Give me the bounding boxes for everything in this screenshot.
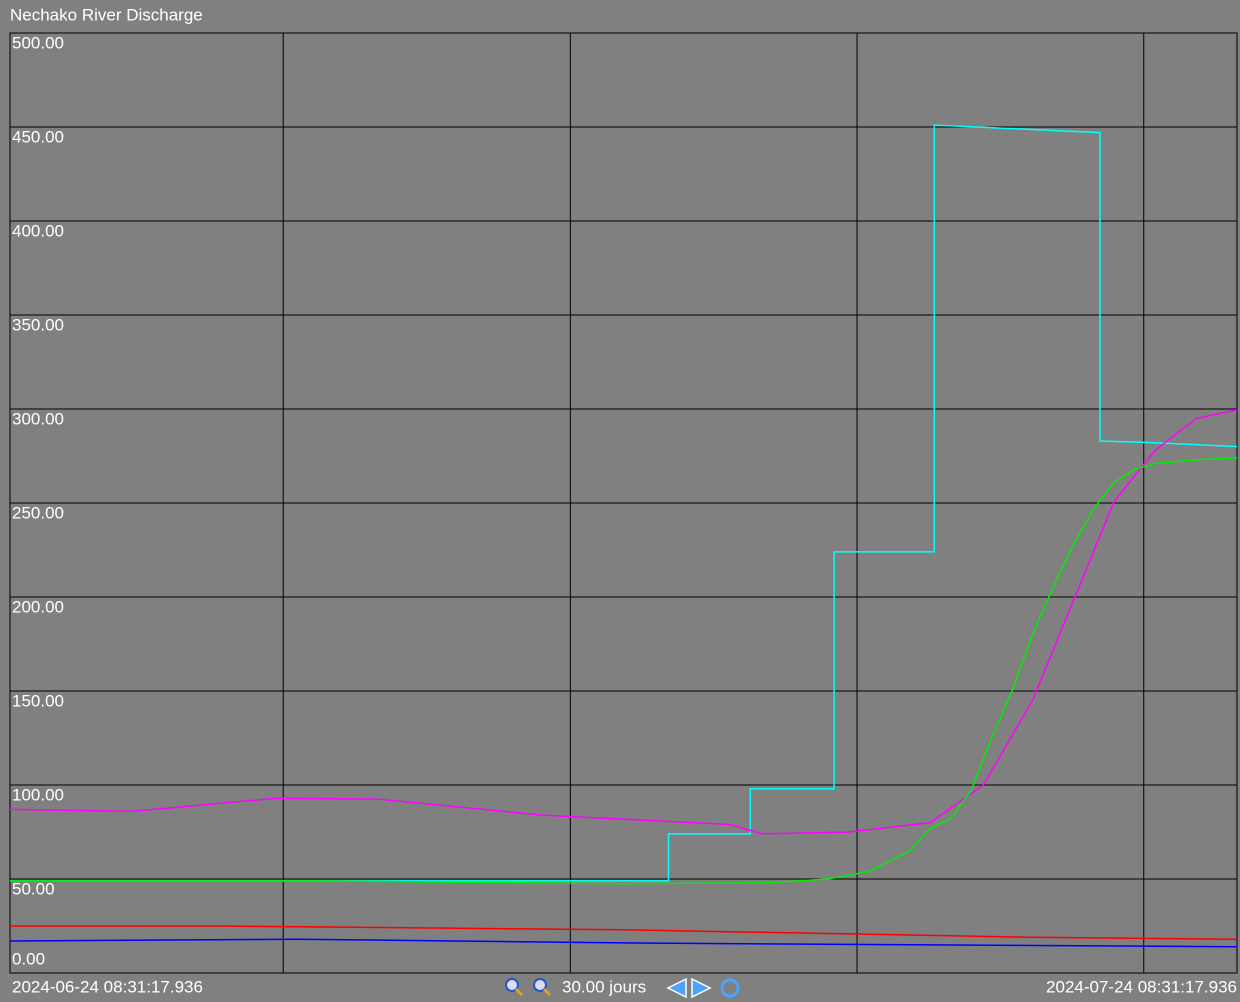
scroll-right[interactable]: [691, 977, 712, 999]
y-tick-label: 350.00: [12, 315, 64, 334]
y-tick-label: 150.00: [12, 691, 64, 710]
scroll-left[interactable]: [666, 977, 687, 999]
x-tick-label: 2024-06-24 08:31:17.936: [12, 977, 203, 996]
zoom-out[interactable]: [533, 978, 552, 997]
y-tick-label: 250.00: [12, 503, 64, 522]
plot-frame: [9, 32, 1238, 974]
series-line: [10, 925, 1238, 940]
span-label: 30.00 jours: [562, 977, 646, 996]
zoom-in[interactable]: [505, 978, 524, 997]
y-tick-label: 500.00: [12, 33, 64, 52]
chart-title: Nechako River Discharge: [10, 5, 203, 24]
y-tick-label: 450.00: [12, 127, 64, 146]
series-line: [10, 457, 1238, 885]
series-line: [10, 124, 1238, 882]
toolbar: 30.00 jours: [505, 977, 740, 999]
series-line: [9, 409, 1238, 835]
y-tick-label: 50.00: [12, 879, 55, 898]
series-line: [9, 938, 1238, 948]
y-tick-label: 200.00: [12, 597, 64, 616]
y-tick-label: 0.00: [12, 949, 45, 968]
y-tick-label: 400.00: [12, 221, 64, 240]
refresh[interactable]: [720, 978, 740, 998]
y-tick-label: 300.00: [12, 409, 64, 428]
y-tick-label: 100.00: [12, 785, 64, 804]
x-tick-label: 2024-07-24 08:31:17.936: [1046, 977, 1237, 996]
